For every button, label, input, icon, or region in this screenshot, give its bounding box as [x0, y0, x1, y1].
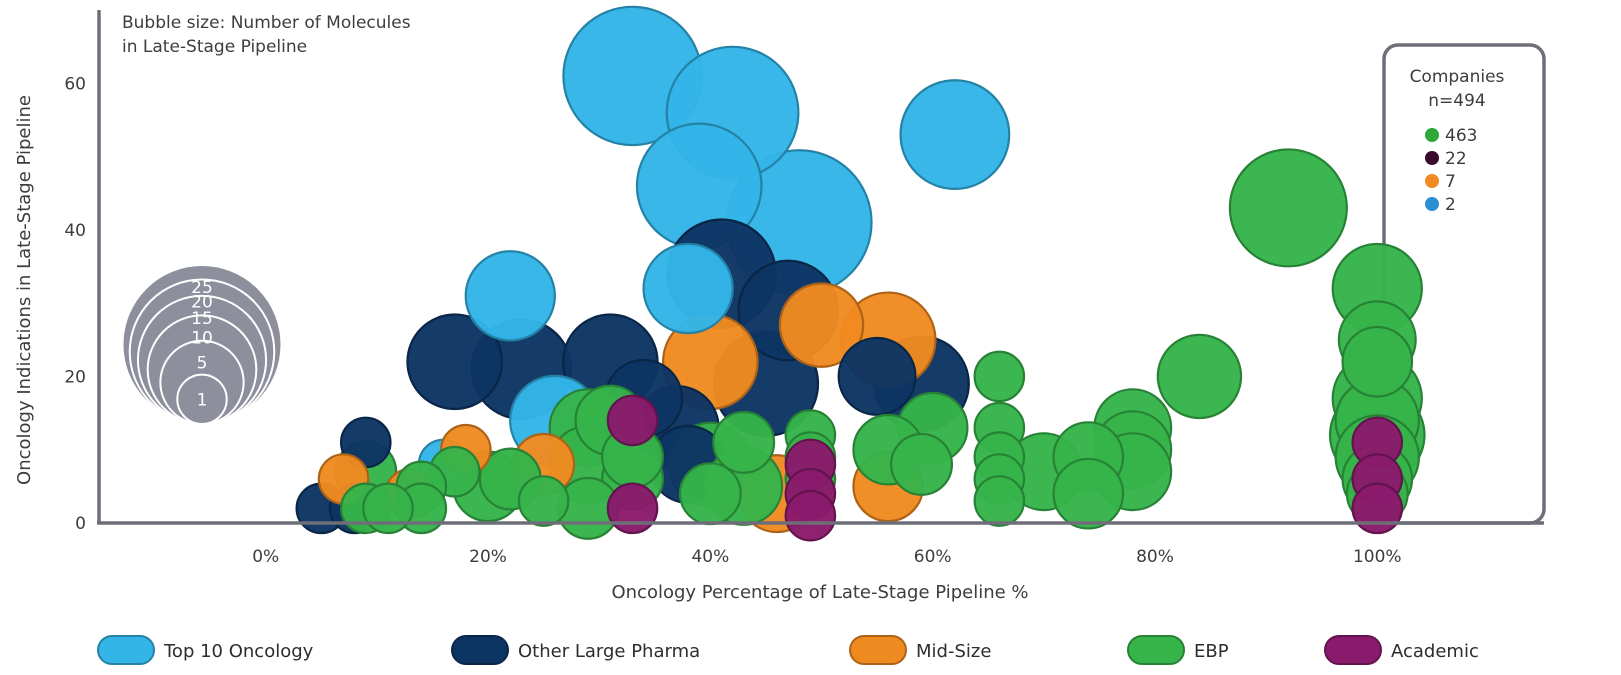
legend-label: Top 10 Oncology [163, 641, 314, 662]
scale-label: 5 [197, 354, 208, 374]
scale-label: 10 [191, 328, 213, 348]
size-note-line-2: in Late-Stage Pipeline [122, 37, 307, 57]
bubble-academic [606, 394, 659, 447]
legend-swatch [849, 635, 907, 665]
bubble-ebp [1052, 457, 1125, 530]
company-count-label: 2 [1445, 195, 1456, 215]
x-tick-label: 80% [1136, 547, 1174, 567]
bubble-ebp [973, 475, 1026, 527]
bubble-academic [784, 489, 837, 542]
bubble-top-10-oncology [642, 242, 734, 335]
legend-label: EBP [1194, 641, 1229, 662]
x-tick-label: 40% [691, 547, 729, 567]
scale-label: 1 [197, 390, 208, 410]
bubble-ebp [973, 350, 1026, 403]
y-tick-label: 0 [75, 514, 86, 534]
bubble-ebp [678, 462, 742, 526]
company-count-label: 463 [1445, 126, 1477, 146]
bubbles [295, 5, 1426, 542]
x-axis-title: Oncology Percentage of Late-Stage Pipeli… [611, 582, 1028, 603]
bubble-top-10-oncology [899, 79, 1011, 191]
scale-label: 20 [191, 292, 213, 312]
company-count-dot [1425, 197, 1439, 211]
bubble-other-large-pharma [837, 336, 917, 416]
bubble-ebp [362, 482, 414, 535]
bubble-ebp [712, 410, 776, 474]
legend-swatch [1324, 635, 1382, 665]
size-note-line-1: Bubble size: Number of Molecules [122, 13, 411, 33]
company-count-dot [1425, 151, 1439, 165]
y-tick-labels: 0 20 40 60 [64, 74, 86, 534]
bubble-academic [606, 482, 659, 535]
x-tick-label: 0% [252, 547, 279, 567]
companies-total: n=494 [1428, 91, 1485, 111]
company-count-label: 22 [1445, 149, 1467, 169]
legend-label: Academic [1391, 641, 1479, 662]
bubble-ebp [1341, 325, 1414, 398]
y-tick-label: 60 [64, 74, 86, 94]
legend: Top 10 Oncology Other Large Pharma Mid-Siz… [97, 635, 1479, 665]
bubble-academic [1351, 482, 1404, 535]
y-axis-title: Oncology Indications in Late-Stage Pipel… [14, 95, 35, 485]
bubble-ebp [1228, 148, 1348, 268]
legend-label: Other Large Pharma [518, 641, 700, 662]
bubble-ebp [1156, 333, 1243, 420]
company-count-dot [1425, 128, 1439, 142]
y-tick-label: 20 [64, 367, 86, 387]
y-tick-label: 40 [64, 221, 86, 241]
bubble-other-large-pharma [406, 313, 504, 411]
bubble-ebp [890, 432, 954, 496]
legend-swatch [97, 635, 155, 665]
legend-label: Mid-Size [916, 641, 991, 662]
bubble-ebp [517, 475, 570, 527]
bubble-top-10-oncology [464, 250, 556, 342]
bubble-mid-size [778, 282, 865, 368]
scale-bubble [176, 373, 228, 425]
scale-label: 15 [191, 309, 213, 329]
x-tick-labels: 0% 20% 40% 60% 80% 100% [252, 547, 1401, 567]
x-tick-label: 20% [469, 547, 507, 567]
x-tick-label: 100% [1353, 547, 1402, 567]
company-count-label: 7 [1445, 172, 1456, 192]
company-count-dot [1425, 174, 1439, 188]
companies-title: Companies [1410, 67, 1505, 87]
companies-counts: 463 22 7 2 [1425, 126, 1477, 215]
legend-swatch [451, 635, 509, 665]
legend-swatch [1127, 635, 1185, 665]
scale-label: 25 [191, 278, 213, 298]
x-tick-label: 60% [914, 547, 952, 567]
